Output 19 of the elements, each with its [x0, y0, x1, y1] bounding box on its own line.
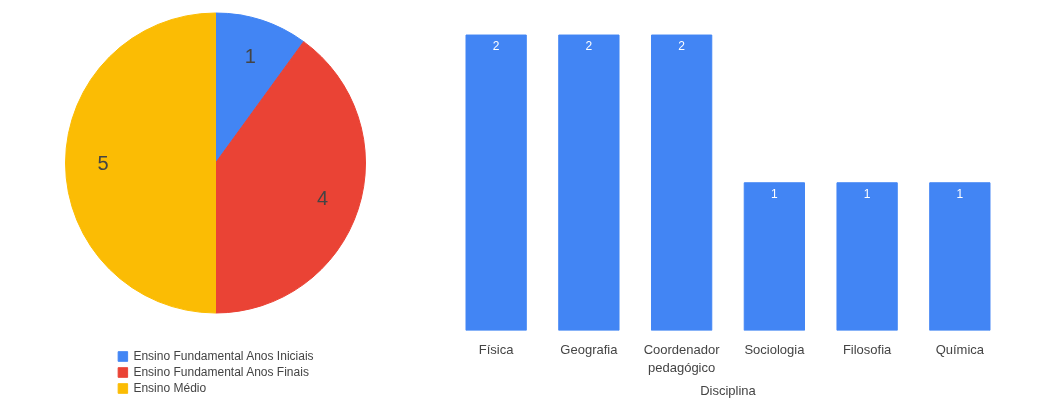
x-tick-label: Física	[478, 341, 515, 357]
x-tick-label: Filosofia	[842, 341, 893, 357]
data-label: 4	[316, 186, 329, 209]
x-tick-label: Sociologia	[744, 341, 806, 357]
legend-label: Ensino Médio	[133, 381, 207, 395]
data-label: 1	[771, 186, 779, 201]
data-label: 2	[585, 39, 593, 54]
data-label: 2	[492, 39, 500, 54]
x-tick-label: Geografia	[560, 341, 619, 357]
data-label: 5	[97, 152, 109, 174]
data-label: 1	[863, 186, 871, 201]
data-label: 1	[956, 186, 964, 201]
x-tick-label: Química	[935, 341, 985, 357]
data-label: 1	[244, 45, 256, 68]
legend-label: Ensino Fundamental Anos Iniciais	[133, 349, 314, 363]
legend-label: Ensino Fundamental Anos Finais	[133, 365, 309, 379]
x-tick-label: Coordenador pedagógico	[643, 341, 721, 375]
x-axis-title: Disciplina	[700, 382, 757, 398]
data-label: 2	[678, 39, 686, 54]
